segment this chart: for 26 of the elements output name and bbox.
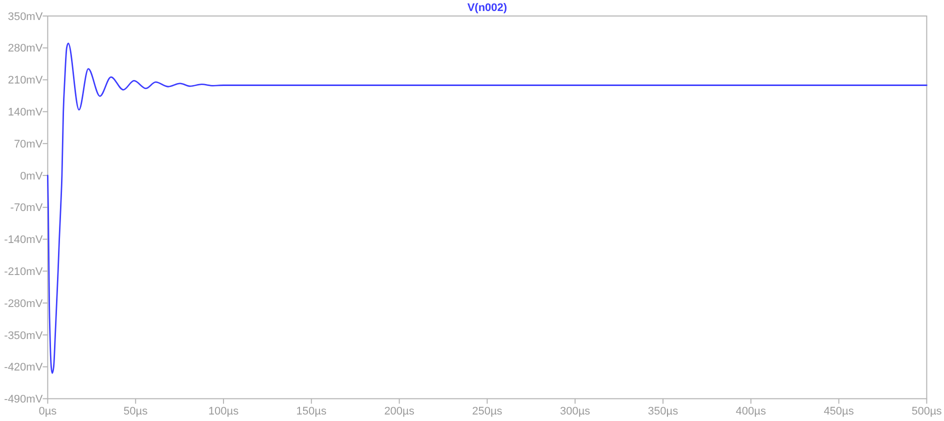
x-tick-label: 0µs — [38, 406, 58, 418]
y-tick-label: -140mV — [4, 234, 44, 246]
x-tick-label: 400µs — [736, 406, 766, 418]
line-series — [47, 42, 928, 374]
y-tick-label: -210mV — [4, 266, 44, 278]
x-tick-label: 100µs — [208, 406, 240, 418]
x-tick-label: 50µs — [124, 406, 148, 418]
x-tick-label: 350µs — [648, 406, 679, 418]
x-tick-label: 450µs — [824, 406, 854, 418]
x-tick-label: 500µs — [912, 406, 942, 418]
y-tick-label: 0mV — [20, 170, 44, 182]
y-tick-label: -70mV — [10, 202, 44, 214]
y-tick-label: 350mV — [8, 10, 44, 23]
y-tick-label: 280mV — [8, 42, 44, 55]
y-tick-label: -490mV — [4, 394, 44, 406]
x-tick-label: 150µs — [296, 406, 327, 418]
y-tick-label: 70mV — [14, 138, 44, 150]
x-tick-label: 250µs — [472, 406, 503, 418]
y-tick-label: -350mV — [4, 330, 44, 342]
text: V(n002) — [467, 2, 508, 14]
y-tick-label: 140mV — [8, 106, 44, 119]
y-tick-label: 210mV — [8, 74, 44, 87]
y-tick-label: -280mV — [4, 298, 44, 310]
x-tick-label: 200µs — [384, 406, 415, 418]
y-tick-label: -420mV — [4, 362, 44, 374]
x-tick-label: 300µs — [560, 406, 591, 418]
